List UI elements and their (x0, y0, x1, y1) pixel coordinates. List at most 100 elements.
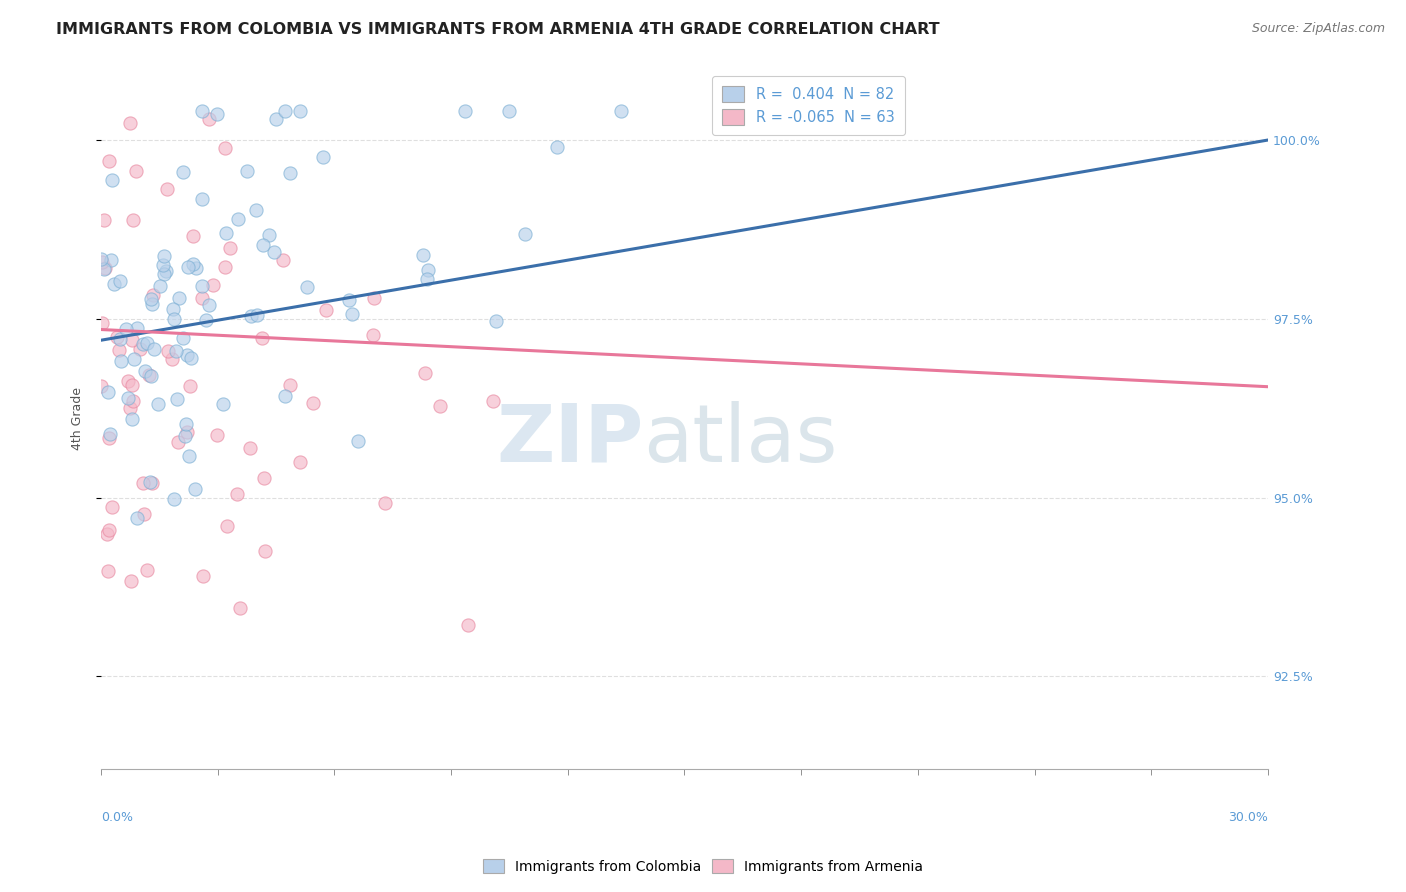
Point (100, 173, 122, 187)
Point (214, 141, 236, 155)
Point (141, 292, 163, 306)
Point (141, 296, 163, 310)
Point (93, 262, 115, 277)
Point (177, 260, 200, 274)
Point (191, 291, 214, 305)
Point (198, 298, 221, 312)
Point (132, 507, 155, 521)
Point (149, 278, 172, 293)
Point (142, 288, 165, 302)
Point (166, 392, 188, 406)
Point (236, 164, 259, 178)
Point (513, 227, 536, 241)
Point (311, 150, 333, 164)
Point (160, 351, 183, 366)
Point (179, 378, 201, 392)
Point (264, 112, 287, 127)
Point (485, 313, 508, 327)
Point (121, 378, 143, 392)
Point (301, 396, 323, 410)
Point (98, 426, 121, 441)
Point (105, 330, 128, 344)
Point (290, 455, 312, 469)
Point (246, 309, 269, 323)
Point (337, 293, 360, 307)
Point (114, 322, 136, 336)
Point (97, 385, 120, 400)
Point (546, 139, 568, 153)
Point (134, 364, 156, 378)
Point (413, 366, 436, 380)
Point (257, 227, 280, 242)
Point (120, 574, 142, 588)
Point (120, 116, 142, 130)
Point (315, 302, 337, 317)
Point (125, 164, 148, 178)
Point (101, 500, 124, 515)
Point (195, 313, 218, 327)
Legend: Immigrants from Colombia, Immigrants from Armenia: Immigrants from Colombia, Immigrants fro… (475, 852, 931, 880)
Point (127, 511, 149, 525)
Point (240, 309, 263, 323)
Point (172, 331, 194, 345)
Point (143, 342, 166, 356)
Point (176, 349, 198, 363)
Point (273, 252, 295, 267)
Point (156, 343, 179, 358)
Point (212, 397, 235, 411)
Point (181, 229, 204, 244)
Point (180, 351, 202, 365)
Legend: R =  0.404  N = 82, R = -0.065  N = 63: R = 0.404 N = 82, R = -0.065 N = 63 (711, 76, 904, 136)
Point (201, 277, 224, 292)
Point (163, 312, 186, 326)
Point (90, 252, 112, 266)
Point (141, 475, 163, 490)
Point (429, 399, 451, 413)
Point (290, 104, 312, 119)
Point (191, 104, 214, 119)
Point (250, 331, 273, 345)
Point (481, 393, 503, 408)
Text: IMMIGRANTS FROM COLOMBIA VS IMMIGRANTS FROM ARMENIA 4TH GRADE CORRELATION CHART: IMMIGRANTS FROM COLOMBIA VS IMMIGRANTS F… (56, 22, 939, 37)
Point (274, 104, 297, 119)
Point (90, 255, 112, 269)
Point (498, 104, 520, 119)
Point (141, 369, 163, 384)
Point (91, 316, 114, 330)
Point (361, 327, 384, 342)
Point (219, 241, 242, 255)
Point (207, 428, 229, 442)
Point (198, 112, 221, 126)
Text: atlas: atlas (644, 401, 838, 479)
Point (191, 192, 214, 206)
Text: ZIP: ZIP (496, 401, 644, 479)
Point (457, 618, 479, 632)
Point (229, 600, 252, 615)
Point (138, 475, 160, 489)
Point (132, 336, 155, 351)
Point (94, 261, 117, 276)
Point (295, 280, 318, 294)
Point (120, 401, 142, 415)
Point (190, 279, 212, 293)
Point (184, 482, 207, 496)
Point (181, 257, 204, 271)
Point (253, 544, 276, 558)
Text: 0.0%: 0.0% (101, 812, 134, 824)
Point (100, 252, 122, 267)
Point (173, 429, 195, 443)
Text: Source: ZipAtlas.com: Source: ZipAtlas.com (1251, 22, 1385, 36)
Point (609, 104, 631, 119)
Point (274, 389, 297, 403)
Point (245, 202, 267, 217)
Point (174, 417, 197, 431)
Point (176, 425, 198, 440)
Point (214, 260, 236, 274)
Point (340, 307, 363, 321)
Point (263, 244, 285, 259)
Text: 30.0%: 30.0% (1227, 812, 1268, 824)
Point (278, 166, 301, 180)
Point (125, 320, 148, 334)
Point (90, 379, 112, 393)
Point (108, 343, 131, 357)
